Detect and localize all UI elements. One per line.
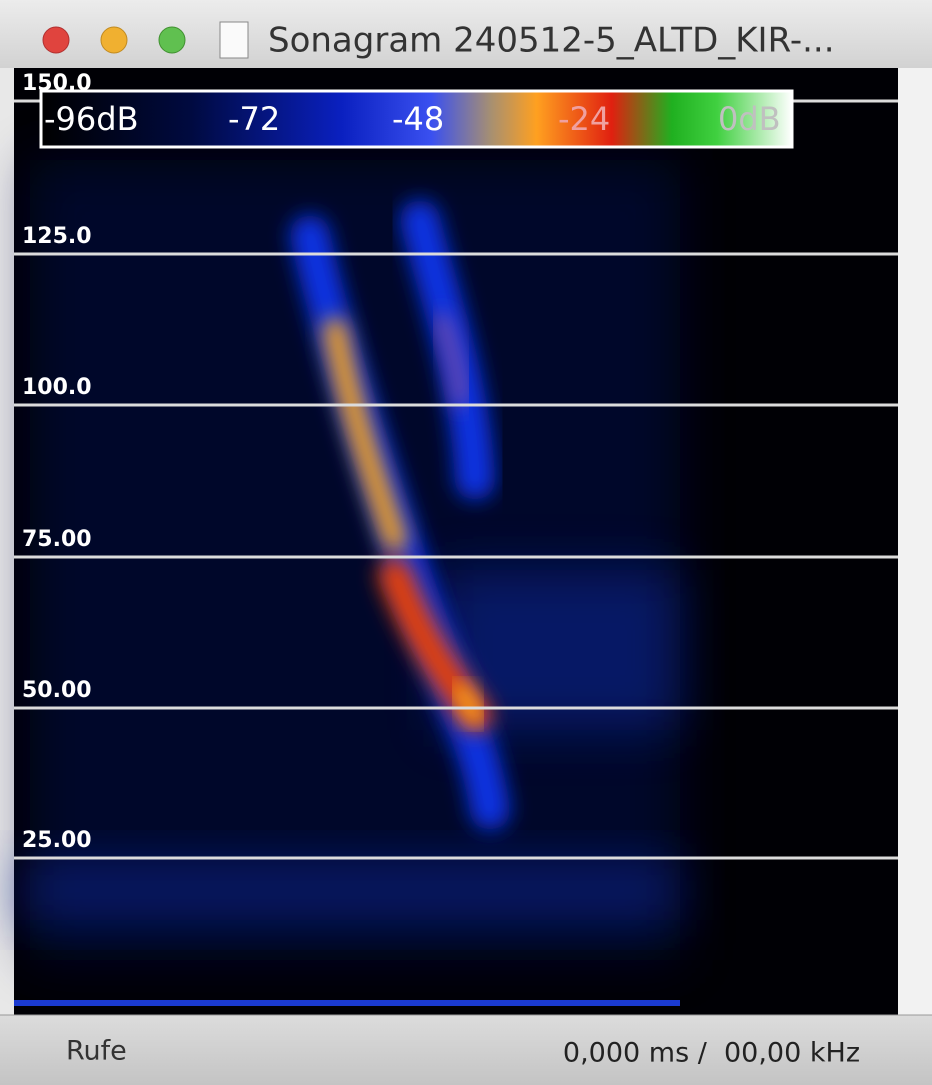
- colorbar: [39, 89, 794, 149]
- colorbar-label: -72: [228, 100, 280, 138]
- axis-labels: 150.0 125.0 100.0 75.00 50.00 25.00: [22, 71, 92, 853]
- status-left: Rufe: [66, 1036, 127, 1067]
- title-bar: [0, 0, 932, 68]
- colorbar-labels: -96dB -72 -48 -24 0dB: [44, 100, 781, 138]
- colorbar-label: 0dB: [718, 100, 781, 138]
- status-bar: [0, 1015, 932, 1085]
- window-title: Sonagram 240512-5_ALTD_KIR-...: [268, 21, 835, 61]
- axis-label: 125.0: [22, 224, 92, 249]
- axis-label: 75.00: [22, 527, 92, 552]
- spectrogram-image: [14, 160, 680, 1006]
- close-button[interactable]: [42, 26, 70, 54]
- axis-label: 25.00: [22, 828, 92, 853]
- minimize-button[interactable]: [100, 26, 128, 54]
- axis-label: 100.0: [22, 375, 92, 400]
- colorbar-label: -96dB: [44, 100, 139, 138]
- axis-label: 50.00: [22, 678, 92, 703]
- status-right: 0,000 ms / 00,00 kHz: [563, 1038, 860, 1069]
- document-icon: [219, 21, 249, 59]
- zoom-button[interactable]: [158, 26, 186, 54]
- right-margin: [898, 68, 932, 1015]
- colorbar-label: -24: [558, 100, 610, 138]
- colorbar-label: -48: [392, 100, 444, 138]
